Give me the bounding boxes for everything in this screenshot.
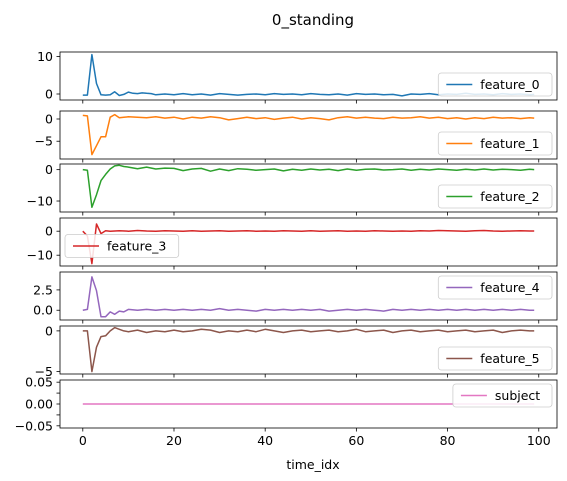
y-tick-label: 0	[45, 87, 53, 102]
series-line-feature_4	[82, 276, 535, 318]
legend-box	[437, 275, 553, 300]
subplot-feature_4: 0.0 2.5 feature_4	[33, 271, 558, 324]
legend-feature_2: feature_2	[437, 184, 553, 209]
legend-label: feature_1	[480, 136, 539, 151]
legend-label: feature_5	[480, 351, 539, 366]
subplot-subject: 0 20 40 60 80 100 −0.05 0.00 0.05 subject	[15, 375, 558, 448]
legend-feature_1: feature_1	[437, 131, 553, 156]
legend-label: feature_3	[107, 239, 166, 254]
legend-label: feature_0	[480, 77, 539, 92]
y-tick-label: −5	[35, 364, 53, 379]
axes-frame	[59, 217, 558, 267]
x-tick-label: 100	[527, 433, 551, 448]
series-line-feature_1	[82, 113, 535, 156]
axes-frame	[59, 325, 558, 375]
subplot-feature_3: −10 0 feature_3	[27, 217, 558, 270]
y-tick-label: 10	[37, 49, 53, 64]
legend-box	[437, 346, 553, 371]
subplots: 010feature_0−50feature_1−100feature_2−10…	[15, 49, 558, 448]
y-tick-label: 0	[45, 323, 53, 338]
x-axis-label: time_idx	[286, 457, 339, 472]
axes-frame	[59, 271, 558, 321]
series-line-feature_2	[82, 164, 535, 209]
y-tick-label: −10	[27, 248, 53, 263]
x-tick-label: 60	[348, 433, 364, 448]
subplot-feature_5: −5 0 feature_5	[35, 323, 558, 379]
y-tick-label: 0	[45, 224, 53, 239]
y-tick-label: 0.00	[25, 397, 53, 412]
subplot-feature_2: −10 0 feature_2	[27, 162, 558, 216]
y-tick-label: 0	[45, 112, 53, 127]
series-line-feature_5	[82, 326, 535, 373]
y-tick-label: −0.05	[15, 418, 53, 433]
legend-label: feature_4	[480, 280, 539, 295]
legend-feature_3: feature_3	[64, 234, 180, 258]
legend-label: subject	[495, 388, 540, 403]
legend-feature_5: feature_5	[437, 346, 553, 371]
y-tick-label: 2.5	[33, 282, 53, 297]
legend-feature_0: feature_0	[437, 72, 553, 97]
axes-frame	[59, 51, 558, 101]
y-tick-label: 0	[45, 162, 53, 177]
y-tick-label: −10	[27, 194, 53, 209]
legend-box	[437, 184, 553, 209]
legend-box	[452, 383, 553, 408]
y-tick-label: −5	[35, 134, 53, 149]
legend-feature_4: feature_4	[437, 275, 553, 300]
axes-frame	[59, 110, 558, 160]
x-tick-label: 40	[257, 433, 273, 448]
series-line-feature_3	[82, 223, 535, 265]
subplot-feature_0: 0 10 feature_0	[37, 49, 558, 104]
x-tick-label: 20	[166, 433, 182, 448]
legend-subject: subject	[452, 383, 553, 408]
axes-frame	[59, 163, 558, 213]
legend-label: feature_2	[480, 189, 539, 204]
y-tick-label: 0.0	[33, 303, 53, 318]
legend-box	[64, 234, 180, 258]
legend-box	[437, 72, 553, 97]
x-tick-label: 80	[440, 433, 456, 448]
legend-box	[437, 131, 553, 156]
x-tick-label: 0	[79, 433, 87, 448]
chart-title: 0_standing	[272, 11, 354, 30]
y-tick-label: 0.05	[25, 375, 53, 390]
subplot-feature_1: −5 0 feature_1	[35, 110, 558, 163]
